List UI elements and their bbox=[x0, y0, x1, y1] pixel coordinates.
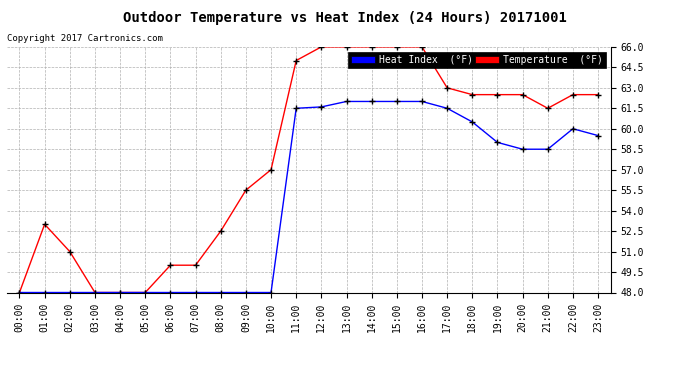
Legend: Heat Index  (°F), Temperature  (°F): Heat Index (°F), Temperature (°F) bbox=[348, 52, 606, 68]
Text: Copyright 2017 Cartronics.com: Copyright 2017 Cartronics.com bbox=[7, 34, 163, 43]
Text: Outdoor Temperature vs Heat Index (24 Hours) 20171001: Outdoor Temperature vs Heat Index (24 Ho… bbox=[123, 11, 567, 25]
